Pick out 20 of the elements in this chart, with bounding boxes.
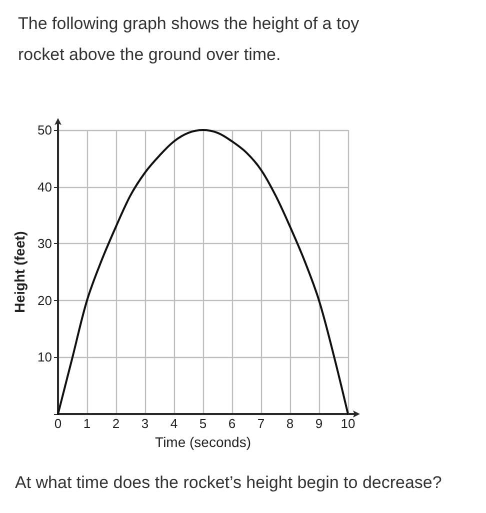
chart-title: The following graph shows the height of a toy rocket above the ground over time. — [18, 14, 364, 64]
x-tick-label: 5 — [199, 416, 207, 431]
x-tick-label: 8 — [286, 416, 294, 431]
y-tick-label: 50 — [38, 122, 52, 138]
x-tick-label: 10 — [340, 416, 356, 431]
x-axis-title: Time (seconds) — [155, 434, 251, 450]
y-axis-title: Height (feet) — [12, 231, 28, 313]
y-tick-label: 30 — [38, 236, 52, 252]
y-tick-label: 10 — [38, 350, 52, 365]
y-tick-label: 40 — [38, 179, 52, 194]
x-tick-label: 2 — [112, 416, 120, 431]
x-tick-label: 7 — [257, 416, 265, 431]
text: At what time does the rocket’s height begin to decrease? — [15, 473, 442, 492]
x-tick-label: 4 — [170, 416, 178, 431]
x-tick-label: 6 — [228, 416, 236, 431]
x-tick-label: 3 — [141, 416, 149, 431]
y-tick-label: 20 — [38, 292, 52, 308]
x-tick-label: 0 — [54, 416, 62, 431]
x-tick-label: 9 — [315, 416, 323, 431]
x-tick-label: 1 — [83, 416, 91, 431]
